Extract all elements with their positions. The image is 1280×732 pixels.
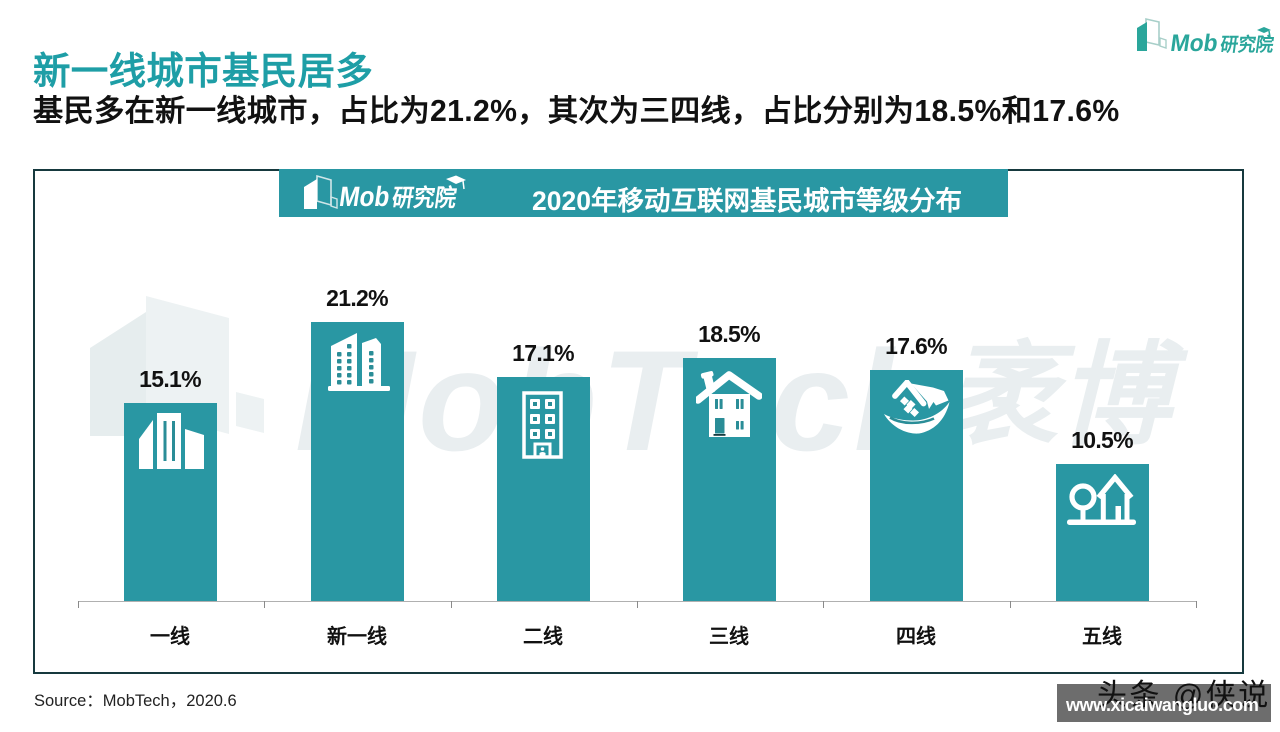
- svg-text:Mob: Mob: [337, 181, 391, 212]
- svg-text:Mob: Mob: [1169, 30, 1220, 57]
- svg-text:研究院: 研究院: [1219, 33, 1275, 56]
- svg-text:研究院: 研究院: [390, 184, 458, 212]
